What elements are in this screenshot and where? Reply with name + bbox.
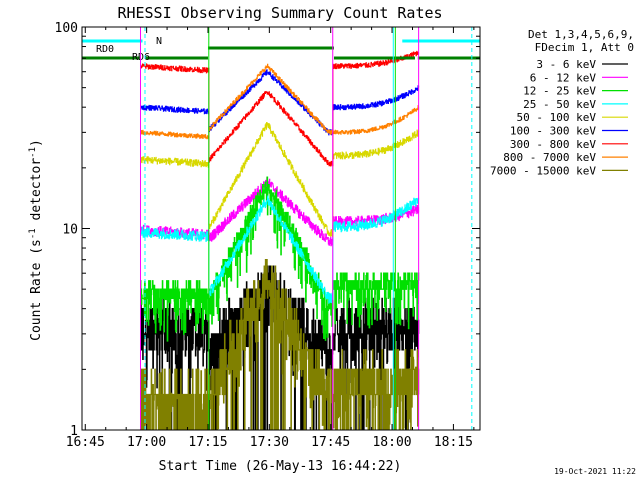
x-tick-label-0: 16:45 (66, 435, 105, 450)
legend-header-line-1: Det 1,3,4,5,6,9, (528, 28, 634, 41)
legend-label-0: 3 - 6 keV (536, 58, 596, 71)
series-line-2 (140, 176, 420, 342)
flag-label-rd6: RD6 (132, 52, 150, 63)
y-tick-label-1: 10 (62, 223, 78, 238)
series-line-7 (140, 63, 420, 140)
x-tick-label-5: 18:00 (372, 435, 411, 450)
x-tick-label-3: 17:30 (250, 435, 289, 450)
y-axis-label-end: ) (29, 139, 44, 147)
chart-title: RHESSI Observing Summary Count Rates (117, 4, 442, 22)
series-line-6 (140, 50, 420, 167)
plot-layer (140, 50, 420, 430)
legend-label-8: 7000 - 15000 keV (490, 164, 596, 177)
y-axis-label: Count Rate (s-1 detector-1) (28, 139, 44, 341)
series-line-1 (140, 177, 420, 247)
series-line-8 (140, 259, 420, 430)
legend-label-5: 100 - 300 keV (510, 125, 596, 138)
y-axis-label-sup1: -1 (28, 228, 38, 239)
legend-label-6: 300 - 800 keV (510, 138, 596, 151)
generation-timestamp: 19-Oct-2021 11:22 (554, 467, 636, 476)
y-axis-label-mid: detector (29, 158, 44, 229)
y-tick-label-2: 100 (55, 21, 78, 36)
flag-label-rd0: RD0 (96, 44, 114, 55)
x-tick-label-1: 17:00 (127, 435, 166, 450)
legend-label-3: 25 - 50 keV (523, 98, 596, 111)
legend-header-line-2: FDecim 1, Att 0 (535, 41, 634, 54)
series-line-4 (140, 122, 420, 237)
y-axis-label-sup2: -1 (28, 147, 38, 158)
x-tick-label-2: 17:15 (188, 435, 227, 450)
y-axis-label-main: Count Rate (s (29, 239, 44, 341)
legend-label-2: 12 - 25 keV (523, 85, 596, 98)
flag-label-n: N (156, 36, 162, 47)
legend-label-7: 800 - 7000 keV (503, 151, 596, 164)
axes: RD0 RD6 N 16:45 17:00 17:15 17:30 17:45 18:00 18:… (55, 21, 481, 450)
legend-label-1: 6 - 12 keV (530, 71, 597, 84)
legend-label-4: 50 - 100 keV (517, 111, 597, 124)
series-line-3 (140, 195, 420, 304)
x-tick-label-6: 18:15 (434, 435, 473, 450)
y-tick-label-0: 1 (70, 424, 78, 439)
series-line-5 (140, 69, 420, 136)
x-tick-label-4: 17:45 (311, 435, 350, 450)
x-axis-label: Start Time (26-May-13 16:44:22) (159, 459, 402, 474)
